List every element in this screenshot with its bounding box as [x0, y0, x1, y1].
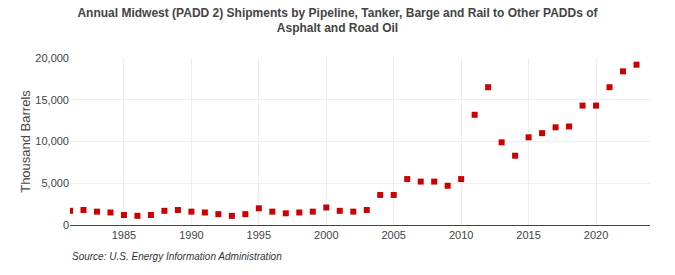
svg-text:Thousand Barrels: Thousand Barrels: [18, 90, 33, 193]
svg-text:1990: 1990: [179, 229, 203, 241]
svg-text:15,000: 15,000: [35, 94, 69, 106]
svg-text:1985: 1985: [112, 229, 136, 241]
svg-text:2020: 2020: [584, 229, 608, 241]
svg-text:2010: 2010: [449, 229, 473, 241]
svg-text:Source: U.S. Energy Informatio: Source: U.S. Energy Information Administ…: [72, 251, 282, 262]
svg-text:5,000: 5,000: [41, 177, 69, 189]
svg-text:2000: 2000: [314, 229, 338, 241]
svg-text:20,000: 20,000: [35, 52, 69, 64]
svg-text:0: 0: [63, 219, 69, 231]
svg-text:10,000: 10,000: [35, 135, 69, 147]
svg-text:2005: 2005: [381, 229, 405, 241]
svg-text:Annual Midwest (PADD 2) Shipme: Annual Midwest (PADD 2) Shipments by Pip…: [77, 6, 598, 36]
svg-text:2015: 2015: [516, 229, 540, 241]
svg-text:1995: 1995: [247, 229, 271, 241]
